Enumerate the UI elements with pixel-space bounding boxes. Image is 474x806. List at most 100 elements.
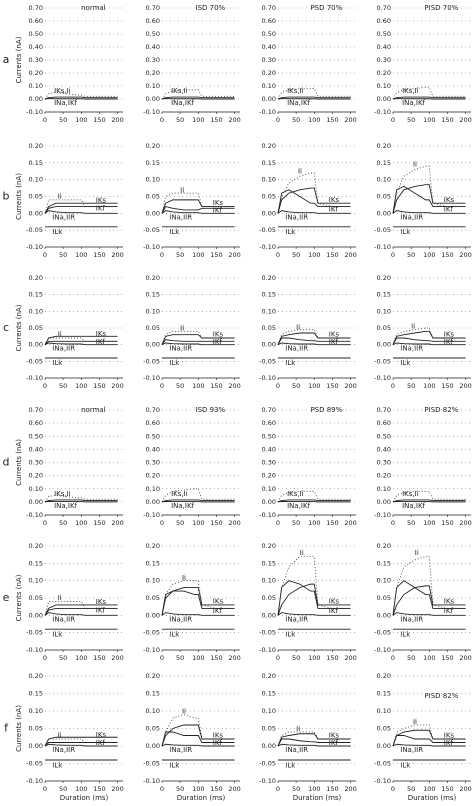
- x-axis-label: Duration (ms): [408, 794, 457, 802]
- series-line: [392, 185, 466, 214]
- series-line: [44, 340, 118, 346]
- y-tick-label: 0.05: [377, 324, 391, 332]
- series-line: [44, 742, 118, 747]
- annotation: Ii: [182, 708, 186, 716]
- x-tick-label: 200: [111, 116, 123, 124]
- x-tick-label: 150: [210, 251, 222, 259]
- x-tick-label: 50: [176, 116, 184, 124]
- series-line: [277, 743, 351, 747]
- x-tick-label: 150: [210, 785, 222, 793]
- y-tick-label: 0.15: [146, 559, 160, 567]
- y-tick-label: 0.05: [377, 193, 391, 201]
- y-axis-label: Currents (nA): [15, 574, 23, 621]
- series-line: [277, 612, 351, 616]
- y-tick-label: 0.70: [29, 4, 43, 12]
- annotation: ILk: [52, 761, 63, 769]
- series-line: [392, 330, 466, 345]
- x-tick-label: 150: [326, 519, 338, 527]
- series-line: [392, 184, 466, 214]
- series-line: [161, 724, 235, 747]
- x-tick-label: 50: [176, 251, 184, 259]
- annotation: IKf: [213, 207, 223, 215]
- x-tick-label: 0: [43, 519, 47, 527]
- x-tick-label: 50: [407, 116, 415, 124]
- x-tick-label: 50: [292, 785, 300, 793]
- x-tick-label: 0: [43, 785, 47, 793]
- y-tick-label: 0.00: [262, 611, 276, 619]
- x-tick-label: 150: [93, 116, 105, 124]
- x-tick-label: 150: [441, 251, 453, 259]
- annotation: IKf: [329, 739, 339, 747]
- y-tick-label: 0.00: [29, 498, 43, 506]
- y-tick-label: 0.40: [377, 445, 391, 453]
- y-tick-label: 0.00: [377, 95, 391, 103]
- panel-letter: f: [4, 722, 9, 735]
- series-line: [277, 738, 351, 747]
- series-line: [44, 736, 118, 747]
- annotation: IKs: [213, 597, 224, 605]
- x-tick-label: 200: [344, 654, 356, 662]
- x-tick-label: 100: [192, 116, 204, 124]
- y-tick-label: 0.00: [377, 611, 391, 619]
- annotation: IKs,Ii: [54, 87, 71, 95]
- x-tick-label: 50: [407, 251, 415, 259]
- y-tick-label: 0.40: [146, 43, 160, 51]
- annotation: INa,IIR: [285, 746, 308, 754]
- y-tick-label: -0.05: [143, 357, 160, 365]
- annotation: INa,IIR: [285, 345, 308, 353]
- x-tick-label: 150: [93, 519, 105, 527]
- y-tick-label: 0.00: [29, 209, 43, 217]
- x-tick-label: 100: [423, 382, 435, 390]
- y-tick-label: 0.05: [377, 725, 391, 733]
- y-tick-label: 0.20: [146, 69, 160, 77]
- y-tick-label: 0.10: [146, 707, 160, 715]
- y-tick-label: 0.10: [262, 485, 276, 493]
- x-tick-label: 150: [441, 116, 453, 124]
- y-tick-label: 0.10: [29, 485, 43, 493]
- x-tick-label: 50: [407, 654, 415, 662]
- y-tick-label: 0.20: [262, 274, 276, 282]
- x-tick-label: 200: [111, 519, 123, 527]
- y-tick-label: 0.05: [146, 324, 160, 332]
- annotation: Ii: [58, 732, 62, 740]
- series-line: [277, 337, 351, 345]
- y-tick-label: 0.30: [29, 56, 43, 64]
- y-tick-label: 0.20: [377, 142, 391, 150]
- y-tick-label: 0.10: [146, 176, 160, 184]
- y-tick-label: 0.00: [377, 742, 391, 750]
- series-line: [44, 499, 118, 503]
- annotation: IKf: [329, 205, 339, 213]
- panel-title: PISD 82%: [424, 692, 458, 700]
- y-tick-label: 0.10: [262, 307, 276, 315]
- series-line: [44, 210, 118, 214]
- x-tick-label: 50: [176, 785, 184, 793]
- annotation: ILk: [400, 761, 411, 769]
- y-tick-label: 0.20: [146, 472, 160, 480]
- y-tick-label: 0.50: [262, 30, 276, 38]
- y-tick-label: 0.10: [146, 485, 160, 493]
- series-line: [161, 96, 235, 100]
- series-line: [277, 583, 351, 616]
- y-tick-label: 0.10: [262, 707, 276, 715]
- y-tick-label: -0.10: [26, 777, 43, 785]
- y-tick-label: 0.20: [377, 542, 391, 550]
- y-tick-label: 0.20: [29, 274, 43, 282]
- y-tick-label: 0.10: [377, 707, 391, 715]
- y-tick-label: 0.05: [29, 324, 43, 332]
- y-tick-label: -0.10: [143, 646, 160, 654]
- series-line: [392, 743, 466, 747]
- annotation: INa,IIR: [285, 615, 308, 623]
- panel-letter: c: [3, 321, 9, 334]
- annotation: INa,IIR: [169, 345, 192, 353]
- y-tick-label: -0.10: [26, 108, 43, 116]
- series-line: [392, 729, 466, 747]
- series-line: [161, 587, 235, 616]
- annotation: IKf: [329, 607, 339, 615]
- y-tick-label: -0.10: [26, 646, 43, 654]
- y-tick-label: -0.10: [259, 777, 276, 785]
- series-line: [277, 329, 351, 345]
- annotation: IKs: [213, 199, 224, 207]
- series-line: [161, 590, 235, 616]
- series-line: [392, 735, 466, 747]
- y-tick-label: 0.00: [146, 209, 160, 217]
